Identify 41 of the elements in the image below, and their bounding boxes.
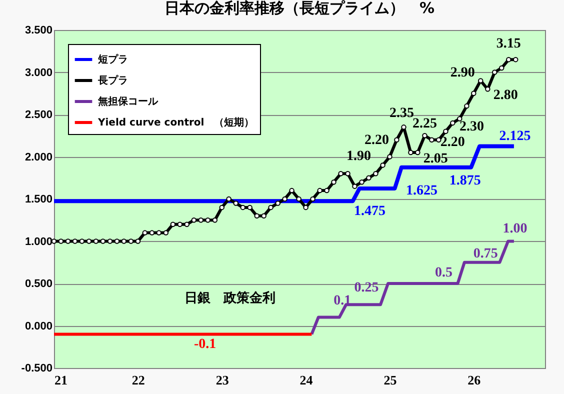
data-label: 1.00: [502, 221, 528, 236]
x-tick-label: 26: [468, 372, 482, 388]
x-tick-label: 23: [216, 372, 230, 388]
data-label: 0.75: [473, 246, 498, 262]
data-label: 2.25: [412, 116, 437, 132]
data-label: 1.875: [449, 173, 481, 188]
x-tick-label: 21: [54, 372, 68, 388]
y-tick-label: 1.000: [24, 236, 52, 248]
x-tick-label: 22: [132, 372, 145, 388]
data-label: 2.80: [493, 88, 518, 104]
data-label: 2.125: [499, 129, 531, 144]
data-label: 2.35: [389, 106, 414, 122]
y-tick-label: 0.500: [24, 278, 52, 290]
data-label: 1.475: [354, 204, 386, 220]
data-label: 2.20: [364, 132, 389, 148]
data-label: 3.15: [496, 36, 521, 52]
y-tick-label: 3.500: [24, 24, 52, 36]
legend-label: Yield curve control （短期）: [97, 116, 254, 128]
data-label: 1.625: [406, 183, 438, 198]
data-label: 2.90: [450, 66, 475, 81]
data-label: 0.5: [434, 266, 452, 280]
legend-label: 無担保コール: [97, 96, 159, 108]
x-tick-label: 24: [300, 372, 314, 388]
data-label: 2.20: [440, 134, 465, 150]
data-label: 0.25: [354, 280, 379, 296]
line-series: [310, 240, 516, 336]
x-tick-label: 25: [384, 372, 398, 388]
annotation: 日銀 政策金利: [184, 290, 276, 306]
legend-label: 短プラ: [97, 54, 128, 66]
data-label: 2.05: [423, 152, 448, 167]
chart-title: 日本の金利率推移（長短プライム） %: [164, 0, 435, 17]
y-tick-label: 1.500: [24, 194, 52, 206]
y-tick-label: 3.000: [24, 66, 52, 79]
y-tick-label: -0.500: [21, 362, 52, 374]
legend-label: 長プラ: [97, 74, 128, 86]
data-label: -0.1: [194, 337, 216, 352]
data-label: 2.30: [459, 119, 484, 134]
y-tick-label: 2.500: [24, 109, 52, 121]
y-tick-label: 0.000: [24, 320, 52, 332]
y-tick-label: 2.000: [24, 151, 52, 164]
data-label: 1.90: [346, 149, 372, 164]
